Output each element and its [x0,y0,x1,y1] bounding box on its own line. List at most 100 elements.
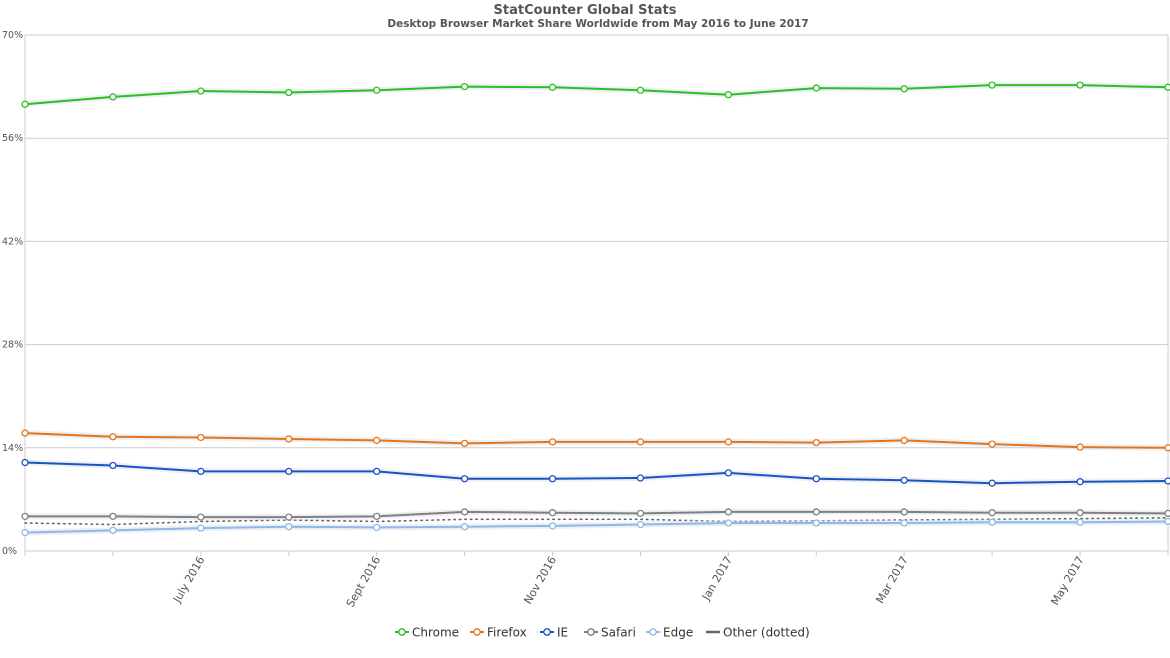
plot-area [21,81,1170,537]
data-point [109,512,117,521]
series-firefox [21,429,1170,452]
data-point [812,84,820,92]
data-point [988,440,996,448]
data-point [636,474,645,482]
y-tick-label: 56% [2,133,23,144]
data-point [548,438,557,446]
series-edge [21,517,1170,537]
data-point [460,523,469,531]
data-point [197,433,205,442]
series-line [24,432,1169,449]
legend-swatch-marker [587,628,595,636]
data-point [21,429,29,437]
legend-label: IE [557,626,568,640]
data-point [1164,517,1170,526]
legend-label: Safari [601,626,636,640]
chart-subtitle: Desktop Browser Market Share Worldwide f… [387,18,808,30]
data-point [285,435,293,443]
legend-label: Firefox [487,626,527,640]
data-point [988,81,996,89]
data-point [285,523,293,531]
data-point [1076,509,1084,517]
y-tick-label: 28% [2,340,23,351]
data-point [988,518,996,526]
data-point [197,524,205,532]
legend-item-other-dotted[interactable]: Other (dotted) [706,626,810,640]
y-tick-label: 42% [2,236,23,247]
series-line [24,520,1169,534]
data-point [548,475,557,483]
data-point [197,87,205,95]
series-line-dotted [24,516,1169,526]
data-point [548,509,557,517]
data-point [724,438,733,446]
data-point [812,475,820,483]
series-other-dotted [24,516,1169,526]
data-point [636,520,645,529]
x-tick-label: Nov 2016 [521,554,559,606]
data-point [1164,444,1170,452]
data-point [900,519,908,527]
legend[interactable]: Chrome Firefox IE Safari Edge Other (dotted) [395,626,810,640]
data-point [373,436,381,445]
data-point [1076,478,1084,486]
data-point [285,88,293,97]
legend-item-edge[interactable]: Edge [646,626,693,640]
data-point [988,509,996,517]
data-point [373,512,381,521]
legend-swatch-marker [649,628,657,636]
y-tick-label: 14% [2,443,23,454]
legend-swatch-marker [543,628,551,636]
data-point [636,509,645,518]
series-line [24,84,1169,106]
data-point [197,467,205,476]
data-point [460,508,469,516]
legend-item-ie[interactable]: IE [540,626,568,640]
legend-label: Other (dotted) [723,626,810,640]
legend-label: Chrome [412,626,459,640]
data-point [109,93,117,101]
series-shadow [24,459,1169,487]
data-point [900,85,908,93]
data-point [812,508,820,516]
data-point [21,100,29,108]
data-point [724,508,733,516]
data-point [285,467,293,476]
data-point [724,91,733,99]
data-point [1076,518,1084,526]
legend-swatch-marker [473,628,481,636]
data-point [197,513,205,521]
data-point [900,476,908,484]
data-point [1164,83,1170,91]
data-point [109,461,117,470]
data-point [21,458,29,467]
series-safari [21,508,1170,521]
x-tick-label: July 2016 [170,554,207,606]
data-point [285,513,293,521]
x-tick-label: Sept 2016 [344,554,384,609]
data-point [373,86,381,94]
x-tick-label: Jan 2017 [699,554,735,603]
data-point [109,433,117,441]
data-point [900,508,908,516]
series-line [25,510,1169,519]
data-point [636,86,645,94]
legend-item-firefox[interactable]: Firefox [470,626,527,640]
data-point [21,528,29,537]
data-point [636,438,645,446]
data-point [1076,81,1084,89]
series-line [24,461,1169,485]
y-tick-label: 70% [2,30,23,41]
data-point [460,82,469,91]
data-point [373,467,381,476]
data-point [812,438,820,447]
legend-item-safari[interactable]: Safari [584,626,636,640]
legend-item-chrome[interactable]: Chrome [395,626,459,640]
data-point [1076,443,1084,451]
legend-swatch-marker [398,628,406,636]
gridlines [25,34,1168,552]
data-point [548,83,557,91]
x-tick-label: Mar 2017 [873,554,910,606]
series-shadow [24,430,1169,451]
